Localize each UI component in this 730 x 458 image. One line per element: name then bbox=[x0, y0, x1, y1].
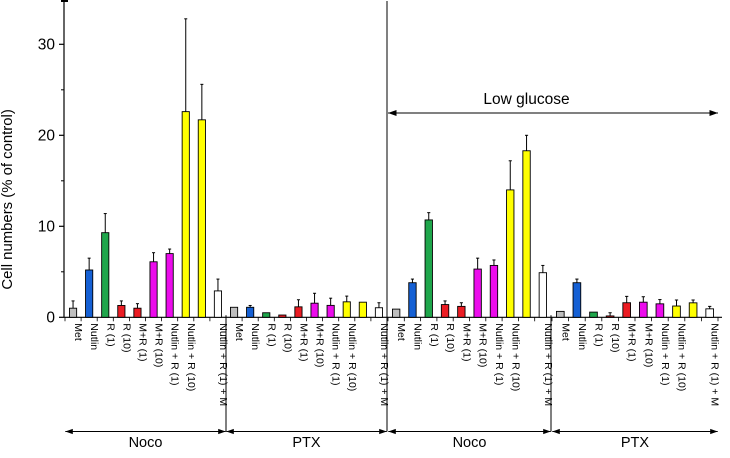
svg-text:M+R (10): M+R (10) bbox=[477, 323, 489, 367]
svg-text:PTX: PTX bbox=[621, 435, 650, 451]
svg-text:Nutlin: Nutlin bbox=[411, 323, 423, 350]
svg-text:Nutlin + R (10): Nutlin + R (10) bbox=[185, 323, 197, 391]
svg-text:R (1): R (1) bbox=[265, 323, 277, 346]
svg-text:Met: Met bbox=[395, 323, 407, 341]
svg-text:Nutlin: Nutlin bbox=[88, 323, 100, 350]
svg-text:R (1): R (1) bbox=[593, 323, 605, 346]
svg-text:PTX: PTX bbox=[292, 435, 321, 451]
svg-text:R (1): R (1) bbox=[428, 323, 440, 346]
svg-text:Nutlin + R (1) + M: Nutlin + R (1) + M bbox=[378, 323, 390, 406]
svg-text:Noco: Noco bbox=[129, 435, 163, 451]
svg-text:Nutlin: Nutlin bbox=[576, 323, 588, 350]
svg-text:M+R (1): M+R (1) bbox=[297, 323, 309, 361]
svg-text:M+R (10): M+R (10) bbox=[314, 323, 326, 367]
svg-text:M+R (1): M+R (1) bbox=[136, 323, 148, 361]
svg-text:Nutlin: Nutlin bbox=[249, 323, 261, 350]
svg-text:Nutlin + R (1) + M: Nutlin + R (1) + M bbox=[542, 323, 554, 406]
svg-text:Nutlin + R (1) + M: Nutlin + R (1) + M bbox=[217, 323, 229, 406]
svg-text:Met: Met bbox=[72, 323, 84, 341]
svg-text:Nutlin + R (10): Nutlin + R (10) bbox=[346, 323, 358, 391]
svg-text:Met: Met bbox=[233, 323, 245, 341]
svg-text:M+R (10): M+R (10) bbox=[153, 323, 165, 367]
svg-text:Nutlin + R (1): Nutlin + R (1) bbox=[330, 323, 342, 385]
svg-text:R (1): R (1) bbox=[104, 323, 116, 346]
svg-text:Cell numbers (% of control): Cell numbers (% of control) bbox=[0, 109, 16, 289]
svg-text:Nutlin + R (1): Nutlin + R (1) bbox=[169, 323, 181, 385]
svg-text:R (10): R (10) bbox=[444, 323, 456, 352]
svg-text:30: 30 bbox=[38, 36, 56, 53]
svg-text:20: 20 bbox=[38, 127, 56, 144]
svg-text:M+R (1): M+R (1) bbox=[460, 323, 472, 361]
svg-text:M+R (1): M+R (1) bbox=[626, 323, 638, 361]
svg-text:Nutlin + R (1) + M: Nutlin + R (1) + M bbox=[709, 323, 721, 406]
svg-text:M+R (10): M+R (10) bbox=[642, 323, 654, 367]
svg-text:Nutlin + R (1): Nutlin + R (1) bbox=[659, 323, 671, 385]
svg-text:Nutlin + R (10): Nutlin + R (10) bbox=[509, 323, 521, 391]
svg-text:R (10): R (10) bbox=[609, 323, 621, 352]
svg-text:10: 10 bbox=[38, 218, 56, 235]
svg-text:R (10): R (10) bbox=[120, 323, 132, 352]
svg-text:Nutlin + R (10): Nutlin + R (10) bbox=[676, 323, 688, 391]
svg-text:Met: Met bbox=[559, 323, 571, 341]
svg-text:R (10): R (10) bbox=[281, 323, 293, 352]
svg-text:Noco: Noco bbox=[453, 435, 487, 451]
svg-text:Nutlin + R (1): Nutlin + R (1) bbox=[493, 323, 505, 385]
svg-text:Low glucose: Low glucose bbox=[483, 91, 569, 108]
svg-text:0: 0 bbox=[46, 309, 55, 326]
